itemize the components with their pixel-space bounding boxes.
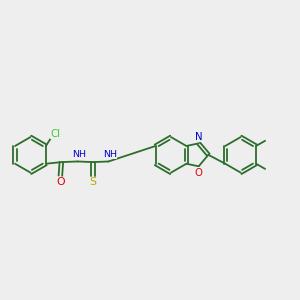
Text: N: N xyxy=(195,132,202,142)
Text: O: O xyxy=(56,177,65,187)
Text: NH: NH xyxy=(103,150,117,159)
Text: Cl: Cl xyxy=(50,129,61,139)
Text: NH: NH xyxy=(72,150,86,159)
Text: O: O xyxy=(195,168,203,178)
Text: S: S xyxy=(89,177,97,187)
